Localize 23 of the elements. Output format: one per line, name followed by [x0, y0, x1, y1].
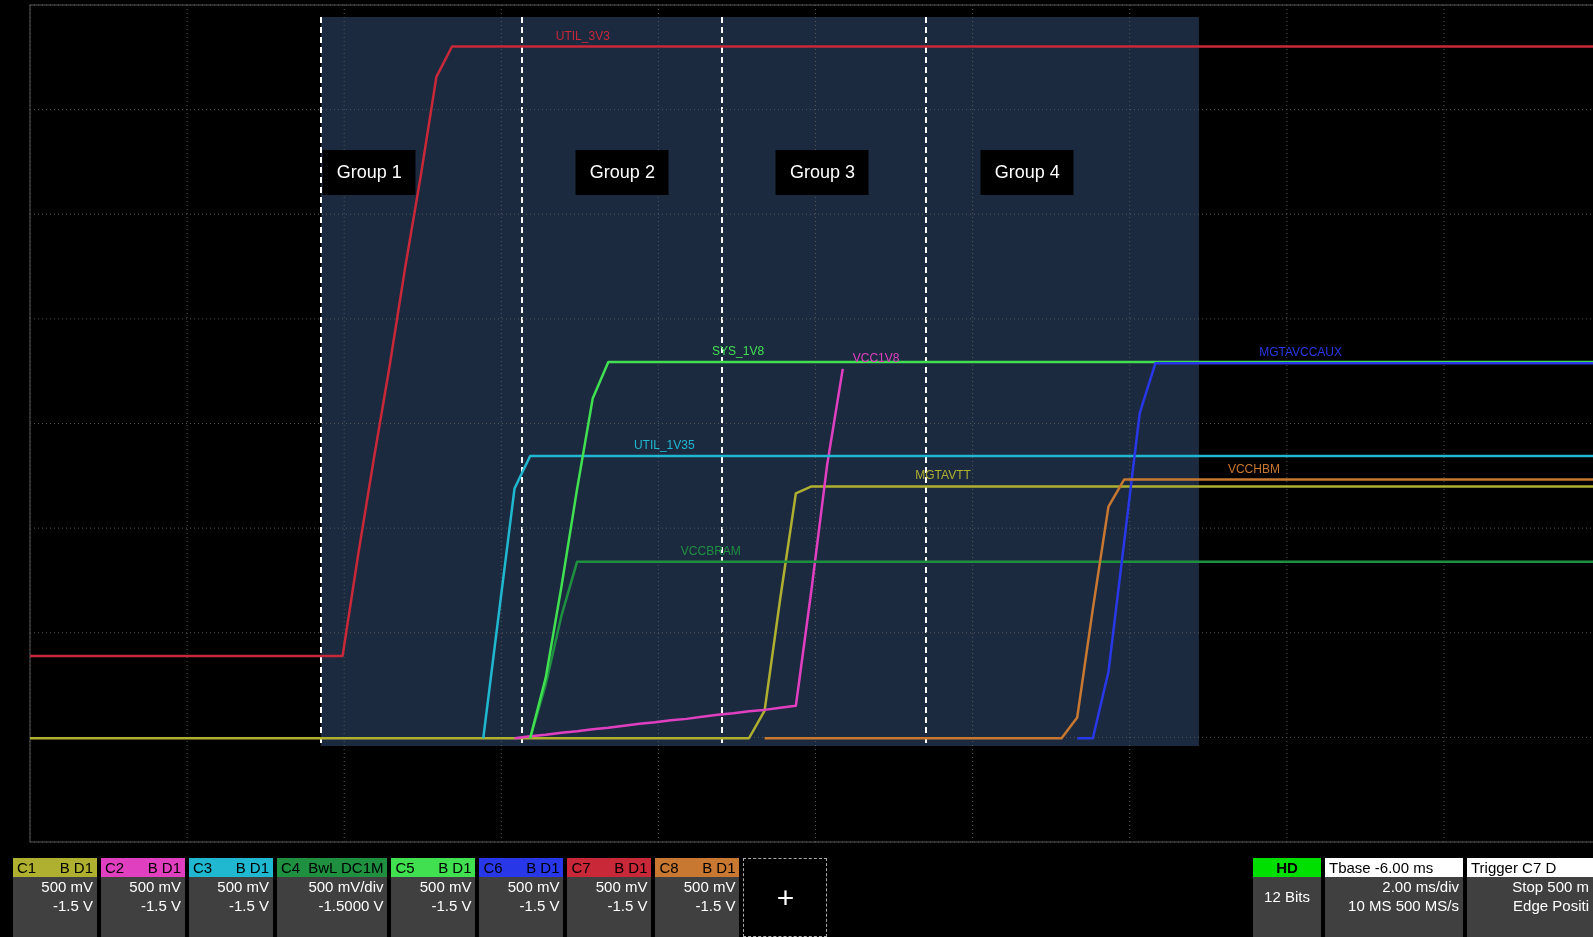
annotation: Group 2 — [575, 150, 669, 195]
series-label: UTIL_1V35 — [633, 438, 695, 453]
text: C3 B D1 500 mV -1.5 V — [193, 859, 269, 914]
series-label: MGTAVTT — [915, 468, 972, 483]
annotation: Group 3 — [775, 150, 869, 195]
text: C4 BwL DC1M 500 mV/div -1.5000 V — [280, 859, 385, 915]
text: Tbase -6.00 ms 2.00 ms/div 10 MS 500 MS/s — [1328, 858, 1460, 915]
text: C1 B D1 500 mV -1.5 V — [17, 859, 93, 914]
text: C6 B D1 500 mV -1.5 V — [483, 859, 560, 914]
series-label: UTIL_3V3 — [555, 28, 611, 43]
text: C5 B D1 500 mV -1.5 V — [395, 859, 472, 914]
text: C8 B D1 500 mV -1.5 V — [659, 859, 736, 914]
series-label: SYS_1V8 — [712, 343, 765, 358]
text: C7 B D1 500 mV -1.5 V — [571, 859, 648, 914]
text: + — [743, 858, 828, 937]
text: Trigger C7 D Stop 500 m Edge Positi — [1470, 858, 1590, 915]
series-label: MGTAVCCAUX — [1259, 345, 1343, 360]
series-label: VCCHBM — [1227, 461, 1280, 476]
text: HD 12 Bits — [1263, 858, 1311, 907]
series-label: VCCBRAM — [680, 543, 741, 558]
text: C2 B D1 500 mV -1.5 V — [105, 859, 181, 914]
annotation: Group 4 — [980, 150, 1074, 195]
annotation: Group 1 — [322, 150, 416, 195]
